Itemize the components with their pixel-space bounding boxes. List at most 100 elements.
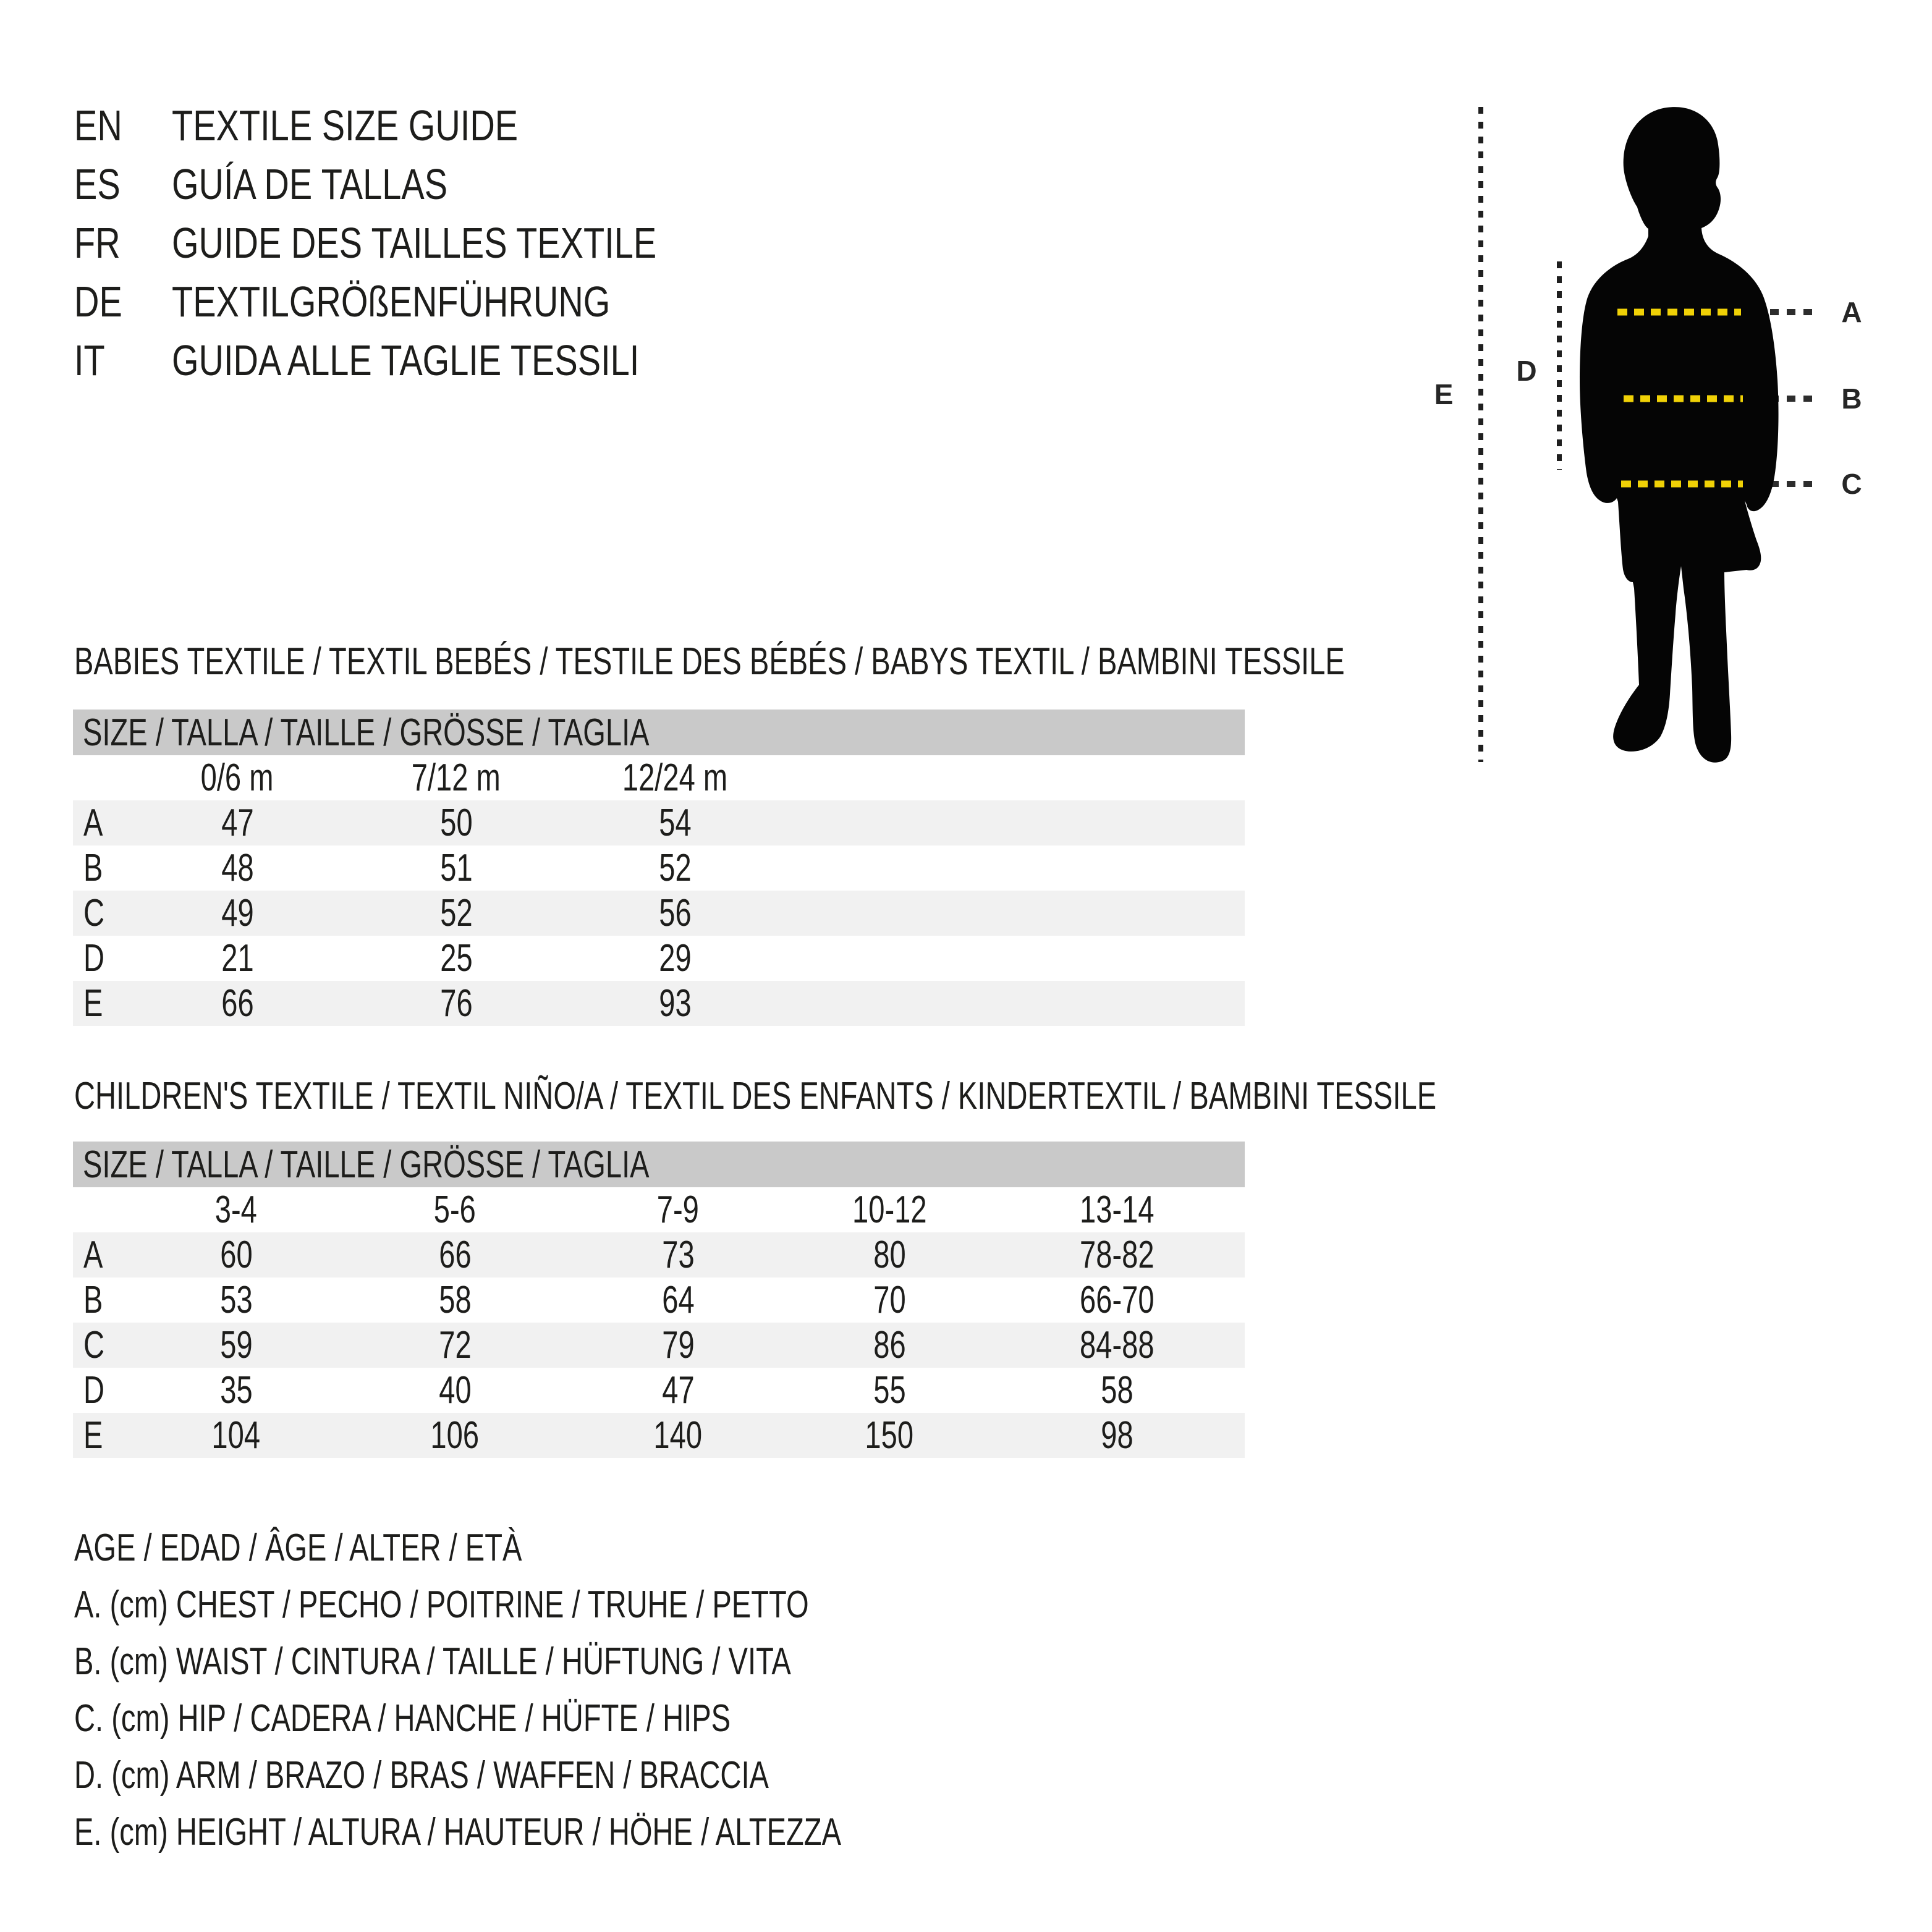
column-header-row: 0/6 m 7/12 m 12/24 m [73, 755, 1245, 800]
column-header: 7/12 m [411, 756, 501, 799]
size-cell: 52 [439, 892, 473, 934]
size-header-banner: SIZE / TALLA / TAILLE / GRÖSSE / TAGLIA [73, 710, 1245, 755]
legend-line: D. (cm) ARM / BRAZO / BRAS / WAFFEN / BR… [74, 1753, 769, 1797]
table-row: D 21 25 29 [73, 936, 1245, 981]
row-label: A [83, 802, 103, 844]
height-label-e: E [1434, 378, 1454, 410]
size-cell: 25 [439, 937, 473, 980]
size-cell: 47 [221, 802, 254, 844]
size-cell: 76 [439, 982, 473, 1025]
size-cell: 59 [219, 1324, 253, 1366]
language-title: TEXTILGRÖßENFÜHRUNG [172, 277, 611, 326]
language-code: IT [74, 336, 105, 384]
size-cell: 29 [658, 937, 692, 980]
row-label: D [83, 1369, 105, 1412]
language-row: EN TEXTILE SIZE GUIDE [74, 96, 777, 155]
size-header-label: SIZE / TALLA / TAILLE / GRÖSSE / TAGLIA [83, 1143, 650, 1186]
size-cell: 21 [221, 937, 254, 980]
row-label: C [83, 1324, 105, 1366]
size-cell: 58 [1100, 1369, 1133, 1412]
column-header: 10-12 [852, 1188, 927, 1231]
size-cell: 40 [438, 1369, 472, 1412]
table-row: A 60 66 73 80 78-82 [73, 1232, 1245, 1277]
size-cell: 66-70 [1079, 1279, 1155, 1321]
legend-line: C. (cm) HIP / CADERA / HANCHE / HÜFTE / … [74, 1697, 731, 1740]
size-cell: 54 [658, 802, 692, 844]
legend-line: AGE / EDAD / ÂGE / ALTER / ETÀ [74, 1526, 522, 1569]
table-row: B 48 51 52 [73, 845, 1245, 891]
language-title: GUIDA ALLE TAGLIE TESSILI [172, 336, 640, 384]
size-cell: 79 [661, 1324, 695, 1366]
row-label: D [83, 937, 105, 980]
table-row: C 59 72 79 86 84-88 [73, 1323, 1245, 1368]
size-cell: 58 [438, 1279, 472, 1321]
waist-label-b: B [1841, 383, 1862, 415]
column-header: 7-9 [656, 1188, 700, 1231]
row-label: B [83, 847, 103, 889]
language-code: EN [74, 101, 122, 150]
size-cell: 55 [873, 1369, 906, 1412]
legend-line: A. (cm) CHEST / PECHO / POITRINE / TRUHE… [74, 1583, 809, 1626]
size-header-label: SIZE / TALLA / TAILLE / GRÖSSE / TAGLIA [83, 711, 650, 754]
size-cell: 48 [221, 847, 254, 889]
row-label: A [83, 1234, 103, 1276]
size-cell: 66 [438, 1234, 472, 1276]
size-cell: 35 [219, 1369, 253, 1412]
table-row: A 47 50 54 [73, 800, 1245, 845]
row-label: B [83, 1279, 103, 1321]
babies-size-table: SIZE / TALLA / TAILLE / GRÖSSE / TAGLIA … [73, 710, 1245, 1026]
language-title-block: EN TEXTILE SIZE GUIDE ES GUÍA DE TALLAS … [74, 96, 777, 389]
size-cell: 53 [219, 1279, 253, 1321]
size-cell: 66 [221, 982, 254, 1025]
size-cell: 93 [658, 982, 692, 1025]
size-cell: 80 [873, 1234, 906, 1276]
size-cell: 150 [865, 1414, 914, 1457]
size-cell: 140 [653, 1414, 703, 1457]
children-section-title: CHILDREN'S TEXTILE / TEXTIL NIÑO/A / TEX… [74, 1074, 1437, 1117]
size-cell: 50 [439, 802, 473, 844]
hip-label-c: C [1841, 468, 1862, 500]
column-header-row: 3-4 5-6 7-9 10-12 13-14 [73, 1187, 1245, 1232]
size-cell: 98 [1100, 1414, 1133, 1457]
size-cell: 84-88 [1079, 1324, 1155, 1366]
size-cell: 60 [219, 1234, 253, 1276]
row-label: C [83, 892, 105, 934]
chest-label-a: A [1841, 296, 1862, 328]
table-row: E 104 106 140 150 98 [73, 1413, 1245, 1458]
size-cell: 104 [211, 1414, 261, 1457]
table-row: D 35 40 47 55 58 [73, 1368, 1245, 1413]
size-cell: 72 [438, 1324, 472, 1366]
row-label: E [83, 982, 103, 1025]
size-cell: 49 [221, 892, 254, 934]
size-cell: 56 [658, 892, 692, 934]
size-cell: 70 [873, 1279, 906, 1321]
language-title: GUÍA DE TALLAS [172, 159, 448, 208]
child-silhouette [1580, 107, 1779, 763]
language-row: FR GUIDE DES TAILLES TEXTILE [74, 213, 777, 272]
measurement-legend: AGE / EDAD / ÂGE / ALTER / ETÀ A. (cm) C… [74, 1519, 1083, 1860]
row-label: E [83, 1414, 103, 1457]
table-row: B 53 58 64 70 66-70 [73, 1277, 1245, 1323]
legend-line: B. (cm) WAIST / CINTURA / TAILLE / HÜFTU… [74, 1640, 791, 1683]
column-header: 12/24 m [622, 756, 728, 799]
column-header: 0/6 m [201, 756, 274, 799]
table-row: E 66 76 93 [73, 981, 1245, 1026]
language-title: TEXTILE SIZE GUIDE [172, 101, 519, 150]
column-header: 3-4 [214, 1188, 258, 1231]
size-cell: 73 [661, 1234, 695, 1276]
size-cell: 64 [661, 1279, 695, 1321]
size-cell: 86 [873, 1324, 906, 1366]
column-header: 13-14 [1079, 1188, 1155, 1231]
children-size-table: SIZE / TALLA / TAILLE / GRÖSSE / TAGLIA … [73, 1142, 1245, 1458]
size-cell: 51 [439, 847, 473, 889]
language-code: ES [74, 159, 121, 208]
size-cell: 78-82 [1079, 1234, 1155, 1276]
table-row: C 49 52 56 [73, 891, 1245, 936]
language-row: DE TEXTILGRÖßENFÜHRUNG [74, 272, 777, 331]
language-title: GUIDE DES TAILLES TEXTILE [172, 218, 657, 267]
language-code: DE [74, 277, 122, 326]
size-header-banner: SIZE / TALLA / TAILLE / GRÖSSE / TAGLIA [73, 1142, 1245, 1187]
arm-label-d: D [1516, 355, 1536, 387]
language-row: ES GUÍA DE TALLAS [74, 155, 777, 213]
